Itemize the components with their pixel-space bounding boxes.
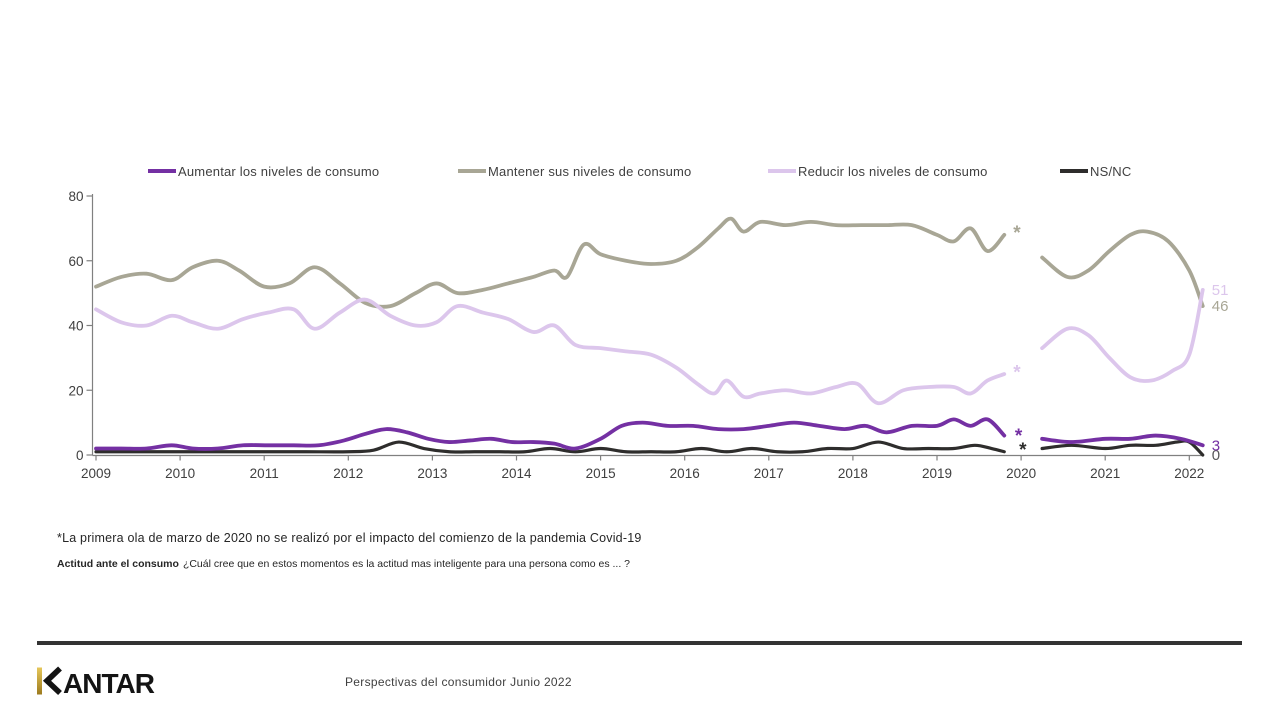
x-tick-label: 2019 bbox=[922, 466, 952, 481]
series-line-aumentar-los-niveles-de-consumo bbox=[94, 417, 1007, 451]
legend-swatch-nsnc bbox=[1060, 169, 1088, 173]
covid-footnote: *La primera ola de marzo de 2020 no se r… bbox=[57, 531, 642, 545]
gap-asterisk-reducir-los-niveles-de-consumo: * bbox=[1013, 362, 1021, 383]
x-tick-label: 2013 bbox=[417, 466, 447, 481]
kantar-logo-gold-bar bbox=[37, 667, 42, 695]
x-tick-label: 2017 bbox=[754, 466, 784, 481]
gap-asterisk-aumentar-los-niveles-de-consumo: * bbox=[1015, 426, 1023, 447]
legend-item-mantener: Mantener sus niveles de consumo bbox=[458, 162, 691, 180]
x-tick-label: 2018 bbox=[838, 466, 868, 481]
series-line-mantener-sus-niveles-de-consumo bbox=[1040, 229, 1205, 308]
legend-item-aumentar: Aumentar los niveles de consumo bbox=[148, 162, 379, 180]
series-line-reducir-los-niveles-de-consumo bbox=[1040, 287, 1205, 383]
legend-swatch-aumentar bbox=[148, 169, 176, 173]
x-tick-label: 2020 bbox=[1006, 466, 1036, 481]
legend-label: Aumentar los niveles de consumo bbox=[178, 163, 380, 179]
legend-item-nsnc: NS/NC bbox=[1060, 162, 1131, 180]
gap-asterisk-mantener-sus-niveles-de-consumo: * bbox=[1013, 223, 1021, 244]
series-line-mantener-sus-niveles-de-consumo bbox=[94, 216, 1007, 309]
legend-label: Mantener sus niveles de consumo bbox=[488, 163, 692, 179]
legend-label: Reducir los niveles de consumo bbox=[798, 163, 988, 179]
y-tick-label: 40 bbox=[68, 319, 83, 334]
legend-label: NS/NC bbox=[1090, 163, 1132, 179]
series-line-aumentar-los-niveles-de-consumo bbox=[1040, 433, 1205, 448]
x-tick-label: 2016 bbox=[670, 466, 700, 481]
series-end-label-aumentar-los-niveles-de-consumo: 3 bbox=[1212, 437, 1220, 454]
question-footnote: Actitud ante el consumo ¿Cuál cree que en… bbox=[57, 558, 630, 570]
question-footnote-title: Actitud ante el consumo bbox=[57, 558, 179, 570]
kantar-logo-text: ANTAR bbox=[63, 668, 155, 697]
x-tick-label: 2011 bbox=[250, 466, 279, 481]
x-tick-label: 2009 bbox=[81, 466, 111, 481]
legend-item-reducir: Reducir los niveles de consumo bbox=[768, 162, 988, 180]
series-end-label-reducir-los-niveles-de-consumo: 51 bbox=[1212, 282, 1229, 299]
footer-divider bbox=[37, 641, 1242, 645]
kantar-logo-k-arms bbox=[42, 666, 62, 696]
question-footnote-text: ¿Cuál cree que en estos momentos es la a… bbox=[182, 558, 631, 570]
series-end-label-mantener-sus-niveles-de-consumo: 46 bbox=[1212, 298, 1229, 315]
x-tick-label: 2021 bbox=[1090, 466, 1120, 481]
y-tick-label: 60 bbox=[68, 254, 83, 269]
footer-caption: Perspectivas del consumidor Junio 2022 bbox=[345, 675, 572, 689]
y-tick-label: 0 bbox=[76, 448, 84, 463]
x-tick-label: 2010 bbox=[165, 466, 195, 481]
legend-swatch-reducir bbox=[768, 169, 796, 173]
gap-asterisk-ns-nc: * bbox=[1019, 440, 1027, 461]
series-line-reducir-los-niveles-de-consumo bbox=[94, 297, 1007, 406]
kantar-logo: ANTAR bbox=[37, 666, 156, 697]
x-tick-label: 2015 bbox=[586, 466, 616, 481]
x-tick-label: 2012 bbox=[333, 466, 363, 481]
x-tick-label: 2014 bbox=[501, 466, 532, 481]
series-line-ns-nc bbox=[94, 440, 1006, 454]
x-tick-label: 2022 bbox=[1174, 466, 1204, 481]
y-tick-label: 80 bbox=[68, 189, 83, 204]
series-end-label-ns-nc: 0 bbox=[1212, 447, 1220, 464]
y-tick-label: 20 bbox=[68, 383, 83, 398]
legend-swatch-mantener bbox=[458, 169, 486, 173]
